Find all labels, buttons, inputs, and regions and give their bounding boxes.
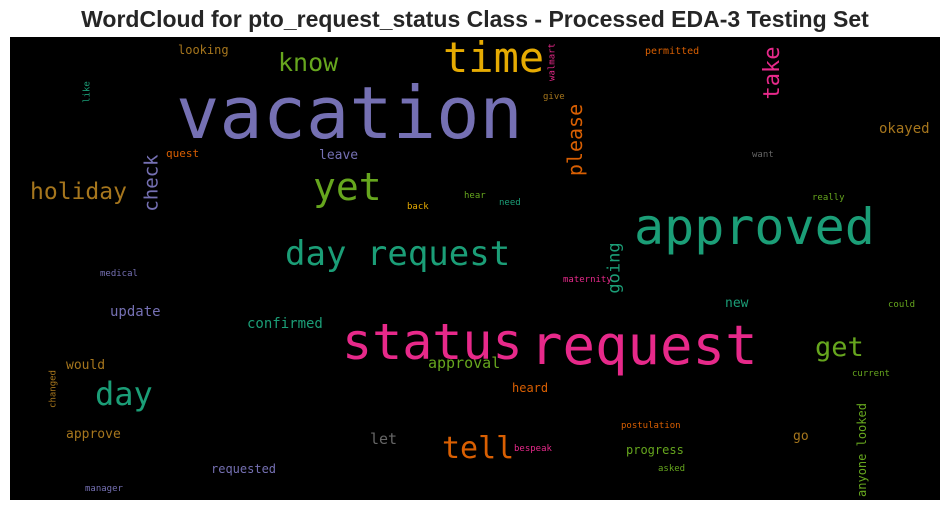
word-approval: approval <box>428 354 501 372</box>
word-time: time <box>443 37 545 82</box>
word-asked: asked <box>658 464 686 474</box>
word-anyone-looked: anyone looked <box>855 403 869 497</box>
word-like: like <box>82 81 93 103</box>
word-yet: yet <box>313 165 382 209</box>
word-approved: approved <box>634 198 875 256</box>
word-okayed: okayed <box>879 121 930 137</box>
word-need: need <box>499 198 521 208</box>
word-postulation: postulation <box>621 421 681 431</box>
word-could: could <box>888 300 916 310</box>
word-back: back <box>407 202 429 212</box>
word-take: take <box>760 46 785 100</box>
word-bespeak: bespeak <box>514 444 552 454</box>
word-cloud-canvas: vacation time know approved request status day… <box>10 37 940 500</box>
word-go: go <box>793 429 809 444</box>
word-manager: manager <box>85 484 123 494</box>
word-maternity: maternity <box>563 275 612 285</box>
word-vacation: vacation <box>176 71 523 155</box>
word-holiday: holiday <box>30 179 127 205</box>
word-current: current <box>852 369 890 379</box>
word-medical: medical <box>100 269 138 279</box>
word-looking: looking <box>178 43 229 57</box>
word-let: let <box>370 430 398 448</box>
chart-title: WordCloud for pto_request_status Class -… <box>81 6 869 32</box>
word-permitted: permitted <box>645 46 700 57</box>
word-status: status <box>342 313 523 371</box>
word-changed: changed <box>48 370 59 408</box>
word-progress: progress <box>626 443 684 457</box>
word-walmart: walmart <box>547 43 558 81</box>
word-check: check <box>140 154 163 212</box>
word-would: would <box>66 358 106 373</box>
word-tell: tell <box>442 431 515 466</box>
word-requested: requested <box>211 462 277 476</box>
word-day: day <box>95 375 153 413</box>
word-give: give <box>543 92 565 102</box>
word-new: new <box>725 296 749 311</box>
word-really: really <box>812 193 845 203</box>
word-leave: leave <box>319 148 359 163</box>
word-want: want <box>752 150 774 160</box>
word-quest: quest <box>166 147 200 160</box>
word-update: update <box>110 304 161 320</box>
word-going: going <box>604 242 625 294</box>
word-get: get <box>815 332 864 363</box>
word-know: know <box>278 48 339 77</box>
word-heard: heard <box>512 381 549 395</box>
word-please: please <box>563 103 587 177</box>
word-request: request <box>530 314 758 377</box>
word-hear: hear <box>464 191 486 201</box>
word-approve: approve <box>66 427 121 442</box>
word-day-request: day request <box>285 234 511 274</box>
word-confirmed: confirmed <box>247 316 323 332</box>
